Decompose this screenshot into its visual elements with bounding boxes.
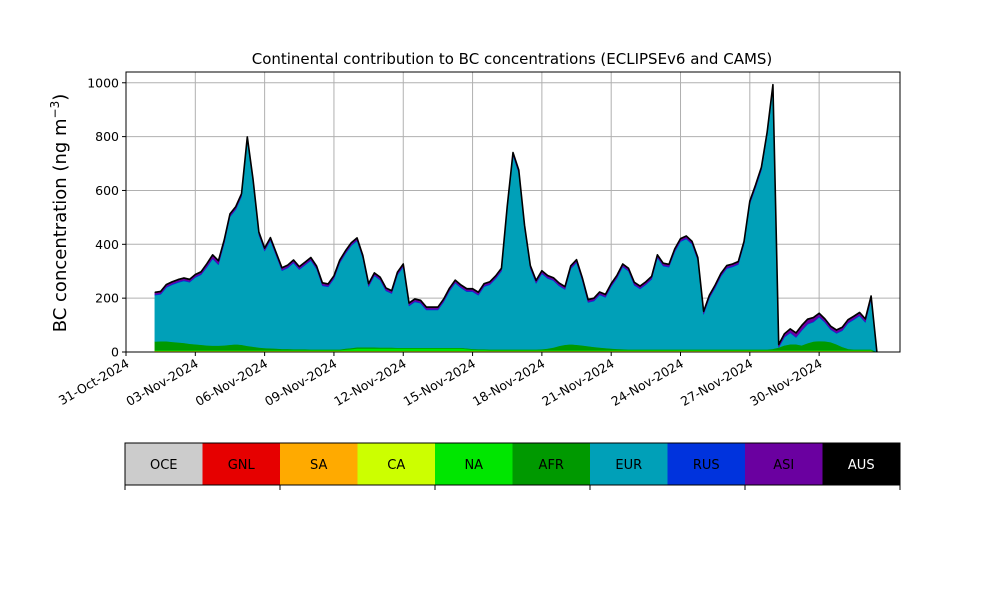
legend-swatch-eur [590, 443, 668, 485]
legend-label-ca: CA [387, 458, 405, 473]
legend-swatch-aus [822, 443, 901, 485]
x-tick-label: 09-Nov-2024 [262, 356, 340, 409]
legend-label-asi: ASI [773, 458, 794, 473]
legend-swatch-ca [357, 443, 436, 485]
chart-title: Continental contribution to BC concentra… [252, 50, 773, 68]
legend-swatch-oce [125, 443, 203, 485]
x-tick-label: 27-Nov-2024 [678, 356, 756, 409]
x-tick-label: 12-Nov-2024 [331, 356, 409, 409]
x-tick-label: 03-Nov-2024 [123, 356, 201, 409]
area-series-eur [154, 87, 878, 353]
legend-swatch-sa [280, 443, 358, 485]
y-tick-label: 800 [95, 129, 119, 144]
legend-label-eur: EUR [615, 458, 642, 473]
x-tick-label: 31-Oct-2024 [56, 356, 132, 408]
legend-label-aus: AUS [848, 458, 875, 473]
y-axis-ticks: 0 200 400 600 800 1000 [87, 75, 126, 360]
x-tick-label: 18-Nov-2024 [470, 356, 548, 409]
x-tick-label: 21-Nov-2024 [539, 356, 617, 409]
legend-label-gnl: GNL [228, 458, 256, 473]
total-outline [154, 83, 878, 353]
stacked-area-series [154, 83, 878, 353]
legend-frame [124, 442, 901, 486]
legend-label-na: NA [464, 458, 483, 473]
x-axis-ticks: 31-Oct-202403-Nov-202406-Nov-202409-Nov-… [56, 352, 825, 409]
legend-swatch-rus [667, 443, 746, 485]
legend-label-rus: RUS [693, 458, 720, 473]
y-axis-label-main: BC concentration (ng m [50, 118, 71, 332]
y-axis-label-superscript: −3 [48, 101, 62, 119]
y-tick-label: 1000 [87, 75, 119, 90]
y-axis-label-close: ) [50, 94, 71, 101]
legend-swatch-afr [512, 443, 591, 485]
x-tick-label: 30-Nov-2024 [747, 356, 825, 409]
plot-frame [125, 71, 901, 353]
y-axis-label: BC concentration (ng m−3) [48, 94, 71, 333]
x-tick-label: 15-Nov-2024 [401, 356, 479, 409]
x-tick-label: 24-Nov-2024 [609, 356, 687, 409]
colorbar-legend: OCE GNL SA CA NA AFR EUR RUS ASI AUS [124, 442, 901, 490]
y-tick-label: 0 [111, 345, 119, 360]
x-tick-label: 06-Nov-2024 [193, 356, 271, 409]
y-tick-label: 600 [95, 183, 119, 198]
y-tick-label: 400 [95, 237, 119, 252]
legend-swatch-asi [745, 443, 823, 485]
legend-swatch-gnl [202, 443, 281, 485]
legend-swatch-na [435, 443, 513, 485]
y-tick-label: 200 [95, 291, 119, 306]
legend-label-oce: OCE [150, 458, 178, 473]
legend-label-sa: SA [310, 458, 327, 473]
legend-label-afr: AFR [539, 458, 564, 473]
